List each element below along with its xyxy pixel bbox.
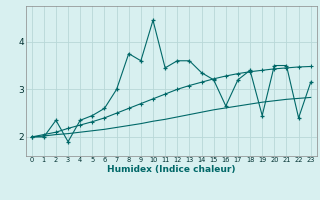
X-axis label: Humidex (Indice chaleur): Humidex (Indice chaleur) xyxy=(107,165,236,174)
